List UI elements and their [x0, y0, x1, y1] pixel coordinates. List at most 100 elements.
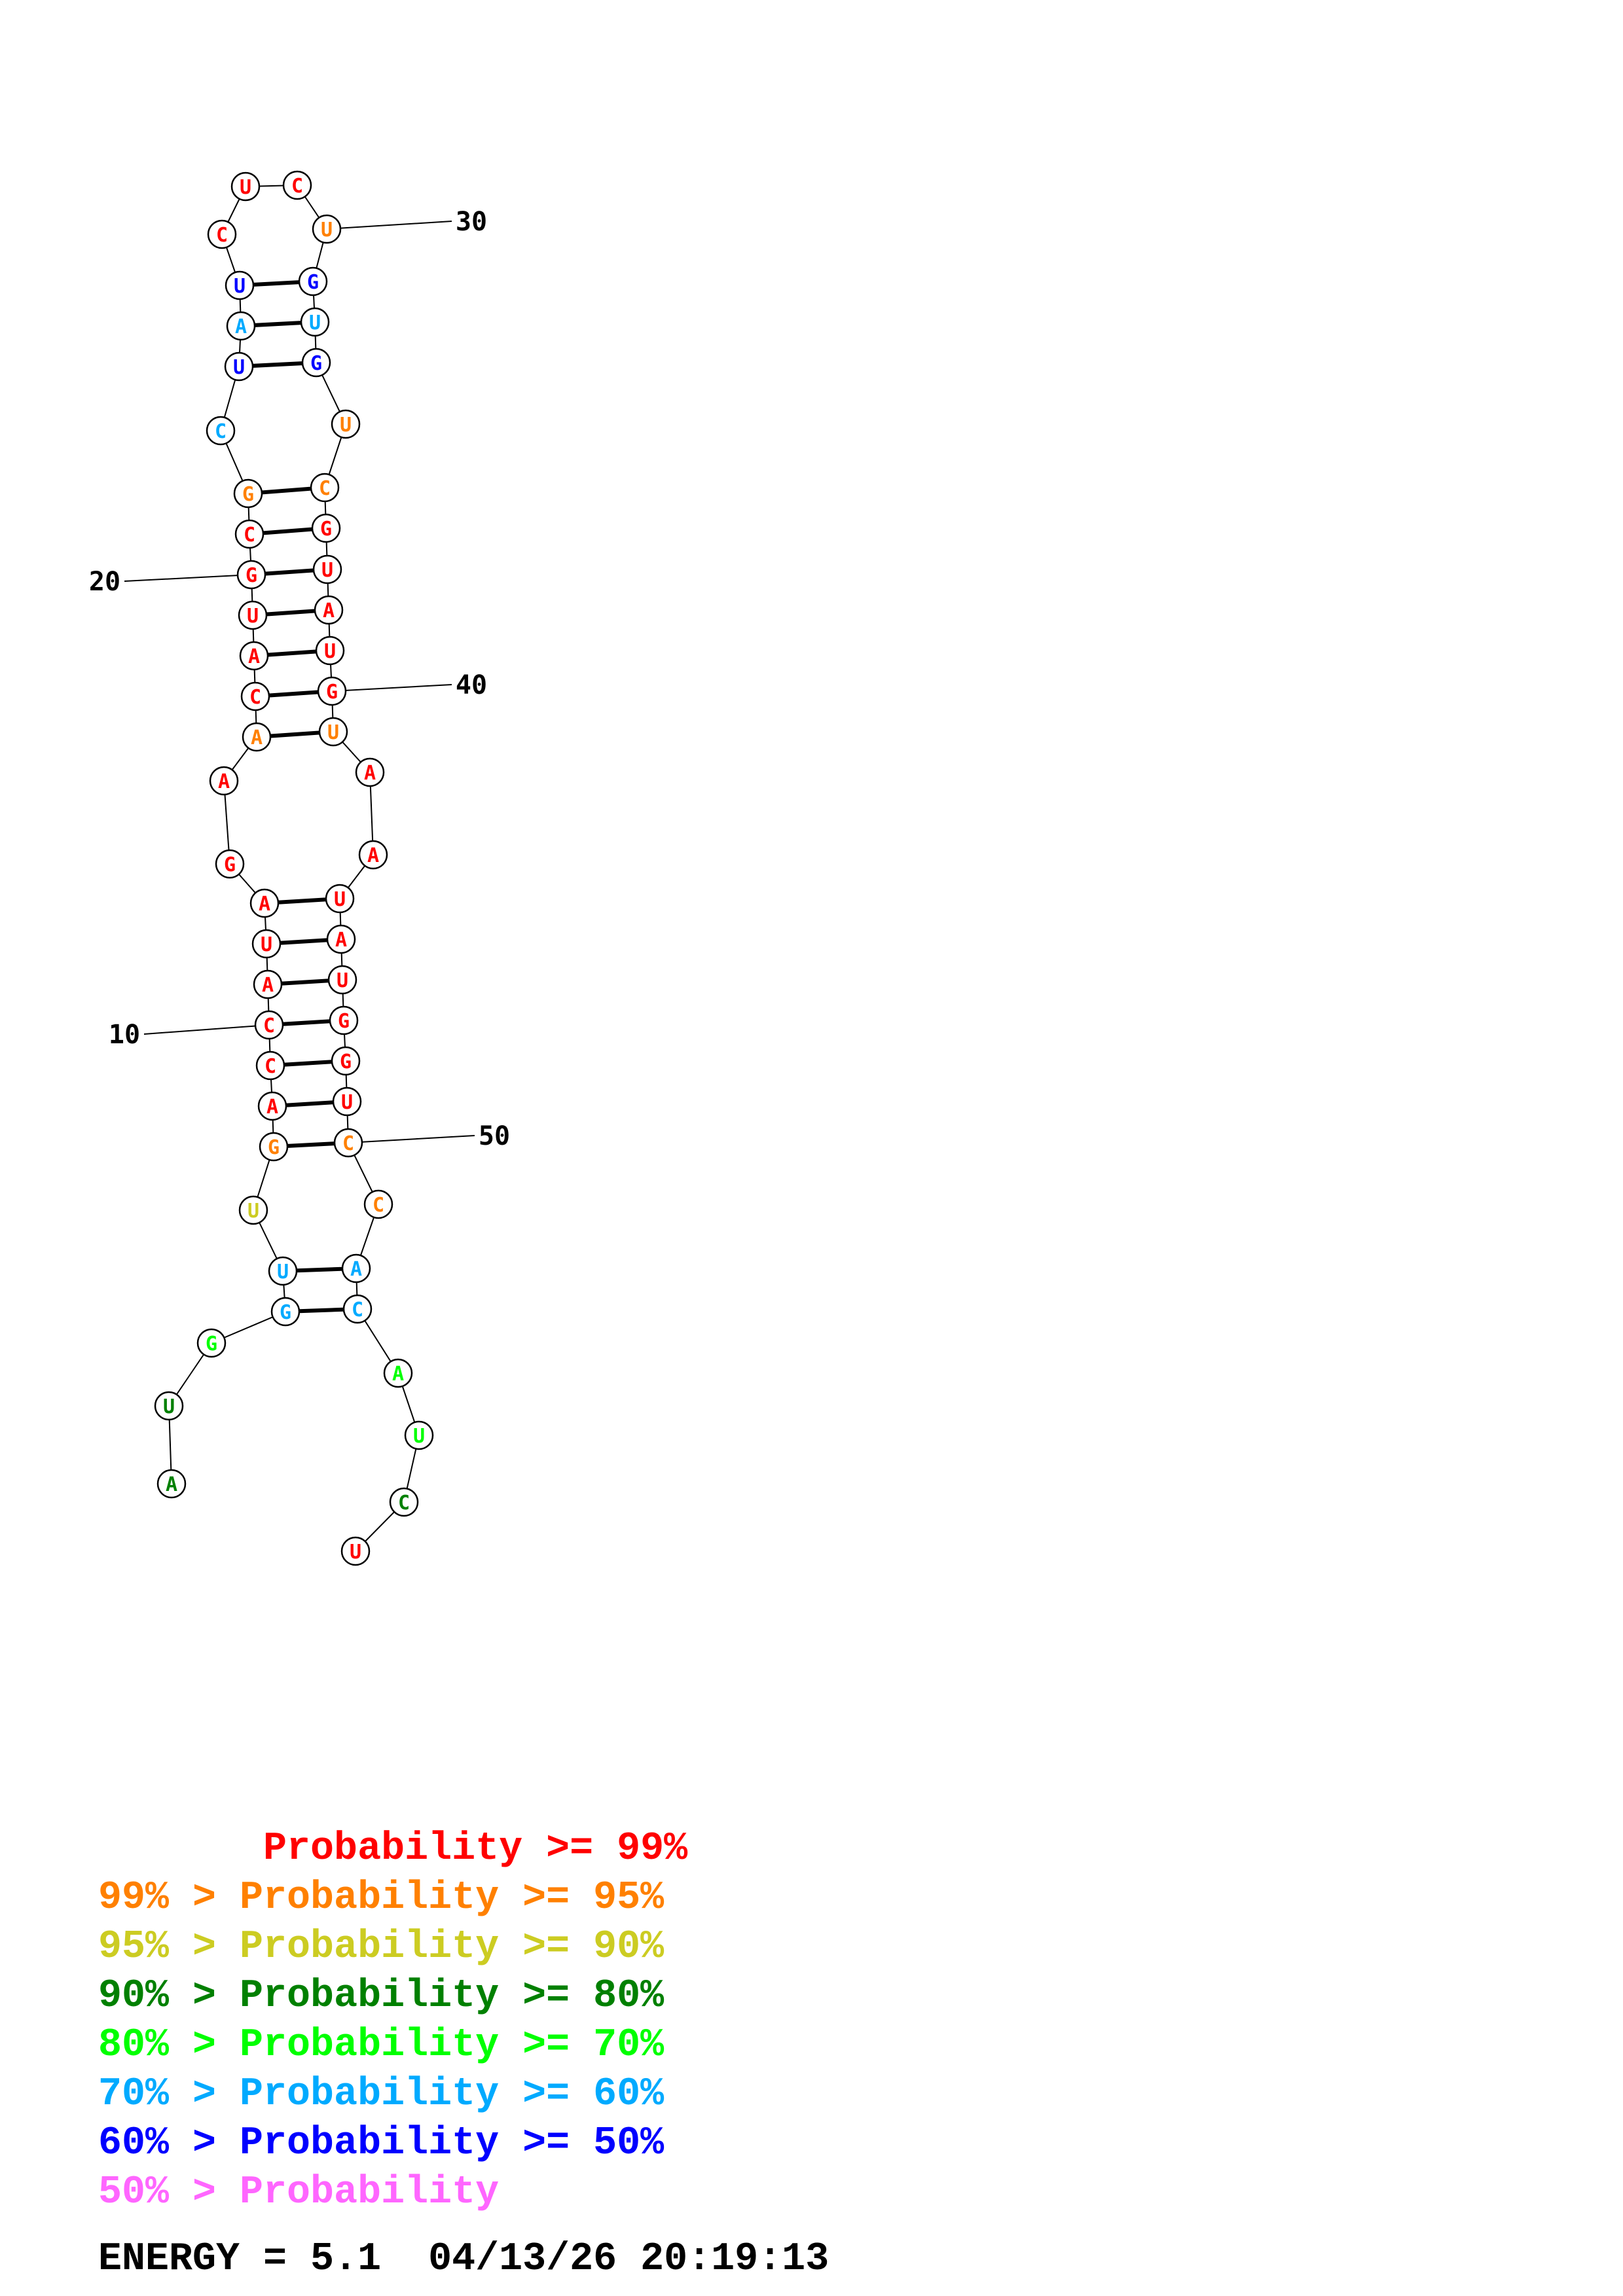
legend-row: 95% > Probability >= 90%: [98, 1925, 665, 1969]
nucleotide-base: G: [246, 564, 257, 587]
nucleotide-circle: [251, 929, 282, 959]
nucleotide-circle: [301, 348, 331, 378]
legend-row: 99% > Probability >= 95%: [98, 1876, 665, 1920]
legend-row: 90% > Probability >= 80%: [98, 1974, 665, 2018]
nucleotide-base: U: [233, 356, 245, 379]
nucleotide-circle: [154, 1391, 184, 1421]
nucleotide-circle: [236, 560, 266, 590]
nucleotide-base: U: [321, 559, 333, 582]
nucleotide-circle: [342, 1294, 373, 1324]
index-label: 20: [89, 567, 120, 597]
energy-label: ENERGY = 5.1: [98, 2237, 382, 2282]
nucleotide-circle: [331, 1046, 361, 1076]
nucleotide-base: U: [337, 969, 348, 992]
nucleotide-circle: [257, 1091, 287, 1121]
nucleotide-circle: [327, 965, 357, 995]
nucleotide-base: U: [277, 1261, 289, 1283]
nucleotide: U: [154, 1391, 184, 1421]
nucleotide: C: [282, 170, 312, 200]
index-tick-line: [331, 684, 452, 692]
nucleotide-base: U: [247, 1200, 259, 1223]
nucleotide: G: [298, 266, 328, 296]
nucleotide-base: U: [340, 414, 352, 437]
nucleotide-base: C: [264, 1055, 276, 1078]
nucleotide: U: [340, 1536, 371, 1566]
nucleotide: G: [301, 348, 331, 378]
nucleotide-circle: [196, 1328, 227, 1358]
nucleotide: A: [209, 766, 239, 796]
nucleotide-circle: [326, 924, 356, 954]
nucleotide-circle: [270, 1297, 301, 1327]
nucleotide-base: G: [280, 1301, 291, 1324]
nucleotide-circle: [156, 1469, 187, 1499]
nucleotide-circle: [282, 170, 312, 200]
nucleotide-base: U: [321, 219, 333, 242]
nucleotide-base: G: [224, 853, 236, 876]
nucleotide-circle: [363, 1189, 393, 1219]
nucleotide-base: A: [350, 1258, 362, 1281]
nucleotide-base: C: [291, 175, 303, 198]
nucleotide-circle: [215, 849, 245, 879]
nucleotide: G: [215, 849, 245, 879]
nucleotide-base: A: [392, 1363, 404, 1386]
index-label: 50: [479, 1121, 510, 1151]
index-tick-line: [124, 574, 252, 582]
nucleotide-base: U: [163, 1395, 175, 1418]
nucleotide-base: U: [234, 275, 246, 298]
nucleotide: C: [363, 1189, 393, 1219]
nucleotide: A: [326, 924, 356, 954]
nucleotide-circle: [206, 416, 236, 446]
nucleotide: U: [312, 214, 342, 244]
nucleotide: C: [333, 1128, 363, 1158]
nucleotide: G: [317, 676, 347, 706]
nucleotide: U: [300, 307, 330, 337]
nucleotide: U: [404, 1420, 434, 1450]
nucleotide-circle: [332, 1086, 362, 1117]
nucleotide-circle: [383, 1358, 413, 1388]
nucleotide-circle: [340, 1536, 371, 1566]
nucleotide-circle: [254, 1010, 284, 1040]
nucleotide-circle: [318, 717, 348, 747]
nucleotide-base: C: [398, 1492, 410, 1515]
nucleotide-base: A: [248, 645, 260, 668]
nucleotide-base: G: [307, 271, 319, 294]
nucleotide-circle: [249, 888, 280, 918]
nucleotide-base: G: [206, 1333, 217, 1355]
nucleotide: U: [332, 1086, 362, 1117]
nucleotide: G: [233, 478, 263, 509]
nucleotide: U: [325, 884, 355, 914]
nucleotide: U: [318, 717, 348, 747]
nucleotide: A: [156, 1469, 187, 1499]
nucleotide-circle: [310, 473, 340, 503]
probability-legend: Probability >= 99% 99% > Probability >= 9…: [98, 1825, 687, 2217]
nucleotide-base: A: [364, 762, 376, 785]
nucleotide-base: U: [413, 1425, 425, 1448]
nucleotide-base: G: [310, 352, 322, 375]
nucleotide: U: [225, 270, 255, 300]
nucleotide-circle: [240, 681, 270, 711]
nucleotide-circle: [242, 722, 272, 752]
nucleotide: U: [268, 1256, 298, 1286]
nucleotide-circle: [268, 1256, 298, 1286]
nucleotide-circle: [311, 513, 341, 543]
nucleotide-circle: [209, 766, 239, 796]
nucleotide-base: C: [373, 1194, 384, 1217]
nucleotide-base: G: [340, 1050, 352, 1073]
nucleotide: G: [259, 1132, 289, 1162]
nucleotide-base: C: [215, 420, 227, 443]
index-label: 10: [109, 1020, 140, 1050]
nucleotide-circle: [239, 641, 269, 671]
nucleotide: C: [234, 519, 264, 549]
nucleotide-circle: [317, 676, 347, 706]
nucleotide: A: [226, 311, 256, 341]
nucleotide-base: C: [216, 224, 228, 247]
nucleotide-circle: [225, 270, 255, 300]
nucleotide-circle: [238, 1195, 268, 1225]
index-tick-line: [348, 1135, 475, 1143]
nucleotide-circle: [298, 266, 328, 296]
nucleotide: A: [341, 1253, 371, 1283]
nucleotide: A: [253, 969, 283, 999]
nucleotide: C: [389, 1487, 419, 1517]
nucleotide-circle: [300, 307, 330, 337]
